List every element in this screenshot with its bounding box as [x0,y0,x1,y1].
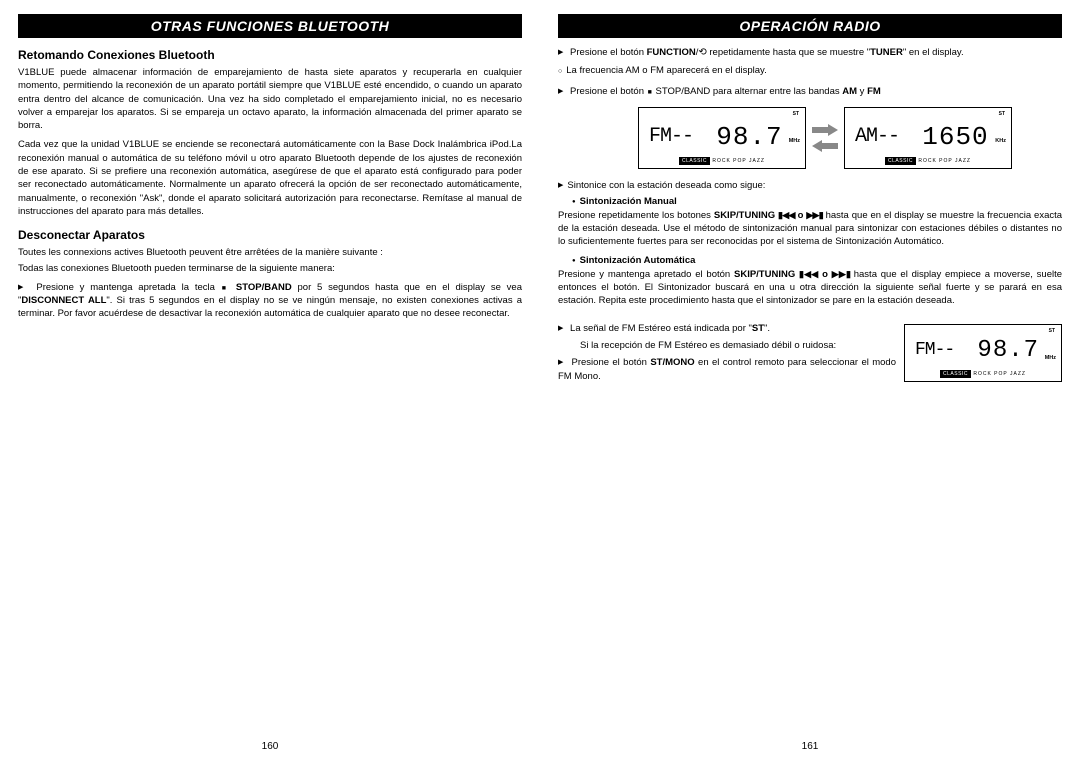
lcd-row: ST FM-- 98.7 MHz CLASSIC ROCK POP JAZZ S… [588,107,1062,169]
loop-icon: ⟲ [698,47,706,58]
text: Presione el botón [570,47,647,58]
lcd-main: AM-- 1650 [855,122,989,152]
lcd-genre-active: CLASSIC [885,157,916,165]
stereo-section: ST FM-- 98.7 MHz CLASSIC ROCK POP JAZZ L… [558,322,1062,387]
manual-spread: OTRAS FUNCIONES BLUETOOTH Retomando Cone… [0,0,1080,766]
lcd-genre-active: CLASSIC [940,370,971,378]
lcd-unit: MHz [789,138,800,144]
lcd-freq: 98.7 [716,122,782,152]
page-number: 161 [540,741,1080,752]
label-fm: FM [867,86,881,97]
text: Presione y mantenga apretado el botón [558,269,734,280]
text: Presione el botón [570,86,647,97]
lcd-genres: ROCK POP JAZZ [973,371,1026,377]
lcd-unit: KHz [995,138,1006,144]
forward-icon: ▶▶▮ [832,269,850,279]
label-skip-tuning: SKIP/TUNING [734,269,795,280]
text: o [798,210,804,221]
paragraph: V1BLUE puede almacenar información de em… [18,66,522,132]
lcd-bottom: CLASSIC ROCK POP JAZZ [845,158,1011,164]
lcd-bottom: CLASSIC ROCK POP JAZZ [905,371,1061,377]
page-right: OPERACIÓN RADIO Presione el botón FUNCTI… [540,0,1080,766]
paragraph: Toutes les connexions actives Bluetooth … [18,246,522,259]
stop-icon [221,282,230,293]
text: o [822,269,828,280]
lcd-genre-active: CLASSIC [679,157,710,165]
label-st-mono: ST/MONO [650,357,694,368]
text: Presione repetidamente los botones [558,210,714,221]
bullet-function: Presione el botón FUNCTION/⟲ repetidamen… [558,46,1062,60]
auto-tuning-text: Presione y mantenga apretado el botón SK… [558,268,1062,308]
label-tuner: TUNER [870,47,903,58]
lcd-st-indicator: ST [793,111,799,117]
subheader-disconnect: Desconectar Aparatos [18,228,522,242]
lcd-unit: MHz [1045,355,1056,361]
text: y [857,86,867,97]
paragraph: Todas las conexiones Bluetooth pueden te… [18,262,522,275]
label-stop-band: STOP/BAND [236,282,292,293]
label-disconnect-all: DISCONNECT ALL [21,295,106,306]
section-title-radio: OPERACIÓN RADIO [558,14,1062,38]
lcd-fm: ST FM-- 98.7 MHz CLASSIC ROCK POP JAZZ [638,107,806,169]
lcd-am: ST AM-- 1650 KHz CLASSIC ROCK POP JAZZ [844,107,1012,169]
lcd-genres: ROCK POP JAZZ [712,158,765,164]
text: STOP/BAND para alternar entre las bandas [653,86,842,97]
text: La señal de FM Estéreo está indicada por… [570,323,752,334]
lcd-main: FM-- 98.7 [915,337,1039,364]
lcd-band: FM-- [915,340,954,360]
lcd-band: AM-- [855,125,899,148]
section-title-bluetooth: OTRAS FUNCIONES BLUETOOTH [18,14,522,38]
rewind-icon: ▮◀◀ [799,269,818,279]
bullet-disconnect-all: Presione y mantenga apretada la tecla ST… [18,281,522,321]
label-st: ST [752,323,764,334]
manual-tuning-text: Presione repetidamente los botones SKIP/… [558,209,1062,249]
lcd-freq: 98.7 [977,337,1039,364]
text: ". [764,323,770,334]
arrows [812,124,838,152]
arrow-left-icon [812,140,838,152]
rewind-icon: ▮◀◀ [778,210,795,220]
lcd-main: FM-- 98.7 [649,122,783,152]
label-am: AM [842,86,857,97]
bullet-freq: La frecuencia AM o FM aparecerá en el di… [558,64,1062,77]
text: Presione el botón [572,357,651,368]
label-function: FUNCTION [647,47,696,58]
forward-icon: ▶▶▮ [806,210,822,220]
lcd-fm-small: ST FM-- 98.7 MHz CLASSIC ROCK POP JAZZ [904,324,1062,382]
arrow-right-icon [812,124,838,136]
lcd-st-indicator: ST [999,111,1005,117]
text: " en el display. [903,47,964,58]
lcd-bottom: CLASSIC ROCK POP JAZZ [639,158,805,164]
page-left: OTRAS FUNCIONES BLUETOOTH Retomando Cone… [0,0,540,766]
lcd-st-indicator: ST [1049,328,1055,334]
subhead-auto: Sintonización Automática [572,255,1062,266]
bullet-stopband: Presione el botón STOP/BAND para alterna… [558,85,1062,98]
lcd-freq: 1650 [922,122,988,152]
page-number: 160 [0,741,540,752]
subhead-manual: Sintonización Manual [572,196,1062,207]
text: repetidamente hasta que se muestre " [707,47,870,58]
lcd-genres: ROCK POP JAZZ [918,158,971,164]
subheader-resume: Retomando Conexiones Bluetooth [18,48,522,62]
paragraph: Cada vez que la unidad V1BLUE se enciend… [18,138,522,218]
bullet-tune-intro: Sintonice con la estación deseada como s… [558,179,1062,192]
text: Presione y mantenga apretada la tecla [36,282,220,293]
label-skip-tuning: SKIP/TUNING [714,210,775,221]
lcd-band: FM-- [649,125,693,148]
